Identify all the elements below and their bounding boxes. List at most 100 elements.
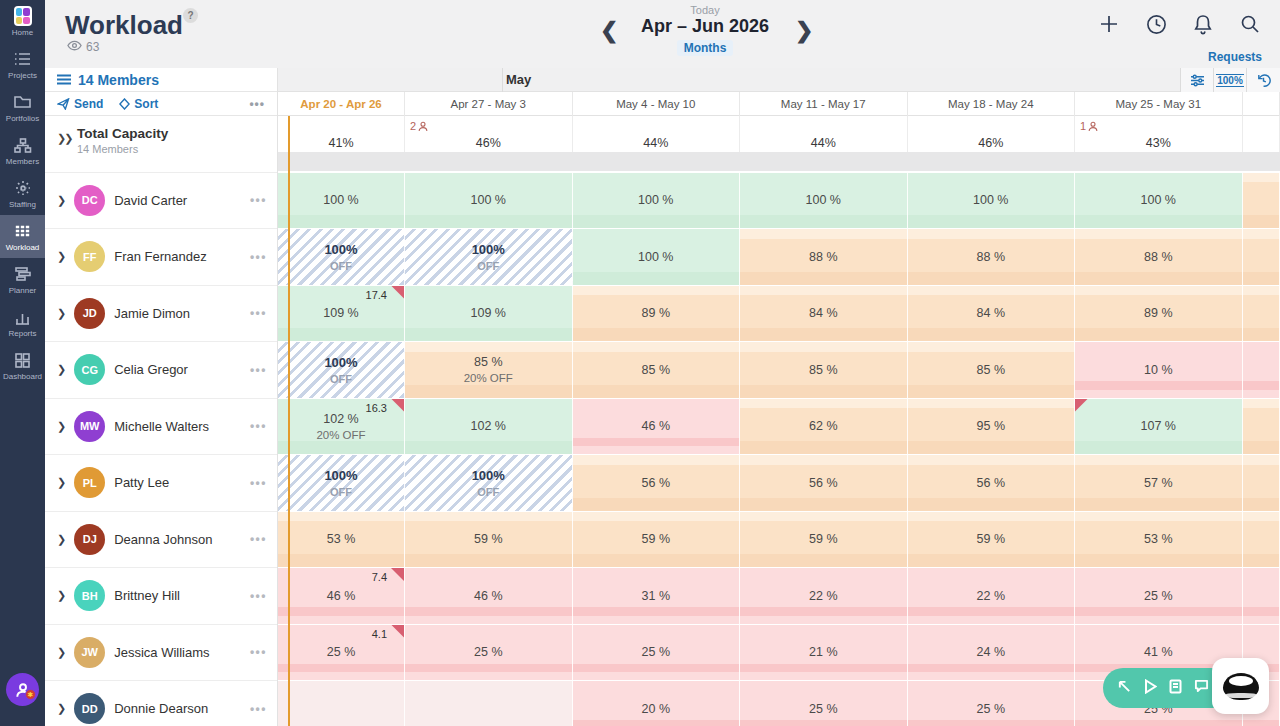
send-button[interactable]: Send	[57, 97, 103, 111]
allocation-cell[interactable]: 89 %	[573, 286, 741, 342]
chevron-right-icon[interactable]: ❯	[57, 533, 66, 546]
allocation-cell[interactable]: 25 %	[405, 625, 573, 681]
allocation-cell[interactable]: 31 %	[573, 568, 741, 624]
allocation-cell[interactable]: 85 %	[908, 342, 1076, 398]
avatar[interactable]: PL	[74, 467, 105, 498]
play-icon[interactable]	[1144, 679, 1157, 698]
member-name[interactable]: Donnie Dearson	[114, 701, 208, 716]
chevron-right-icon[interactable]: ❯	[57, 420, 66, 433]
avatar[interactable]: BH	[74, 580, 105, 611]
capacity-cell[interactable]: 44%	[573, 116, 741, 152]
allocation-cell[interactable]	[1243, 286, 1280, 342]
user-avatar-button[interactable]: ✱	[6, 673, 39, 706]
allocation-cell[interactable]: 109 %	[405, 286, 573, 342]
allocation-cell[interactable]: 88 %	[740, 229, 908, 285]
document-icon[interactable]	[1169, 679, 1182, 698]
next-period-button[interactable]: ❯	[795, 18, 813, 44]
allocation-cell[interactable]	[1243, 512, 1280, 568]
chevron-right-icon[interactable]: ❯	[57, 307, 66, 320]
week-header-cell[interactable]: May 4 - May 10	[573, 92, 741, 116]
member-more-menu[interactable]: •••	[250, 193, 267, 207]
allocation-cell[interactable]: 21 %	[740, 625, 908, 681]
sidebar-item-projects[interactable]: Projects	[0, 43, 45, 86]
allocation-cell[interactable]: 25 %	[573, 625, 741, 681]
history-undo-icon[interactable]	[1247, 68, 1280, 92]
allocation-cell[interactable]: 89 %	[1075, 286, 1243, 342]
avatar[interactable]: JW	[74, 637, 105, 668]
member-more-menu[interactable]: •••	[250, 702, 267, 716]
chevron-right-icon[interactable]: ❯	[57, 589, 66, 602]
avatar[interactable]: DC	[74, 185, 105, 216]
sidebar-item-portfolios[interactable]: Portfolios	[0, 86, 45, 129]
allocation-cell[interactable]: 100 %	[908, 173, 1076, 229]
capacity-cell[interactable]: 46%	[908, 116, 1076, 152]
allocation-cell[interactable]	[1243, 229, 1280, 285]
allocation-cell[interactable]: 59 %	[405, 512, 573, 568]
allocation-cell[interactable]: 56 %	[908, 455, 1076, 511]
clock-icon[interactable]	[1144, 12, 1168, 36]
allocation-cell[interactable]: 84 %	[908, 286, 1076, 342]
demo-brand-button[interactable]	[1212, 658, 1269, 714]
chevron-right-icon[interactable]: ❯	[57, 250, 66, 263]
week-header-cell[interactable]: May 25 - May 31	[1075, 92, 1243, 116]
allocation-cell[interactable]: 102 %20% OFF16.3	[278, 399, 405, 455]
avatar[interactable]: MW	[74, 411, 105, 442]
week-header-cell[interactable]	[1243, 92, 1280, 116]
capacity-cell[interactable]: 43%1	[1075, 116, 1243, 152]
allocation-cell[interactable]: 100%OFF	[405, 455, 573, 511]
search-icon[interactable]	[1238, 12, 1262, 36]
notifications-bell-icon[interactable]	[1191, 12, 1215, 36]
allocation-cell[interactable]: 109 %17.4	[278, 286, 405, 342]
allocation-cell[interactable]: 25 %	[1075, 568, 1243, 624]
overtime-badge[interactable]: 1	[1080, 120, 1098, 132]
help-icon[interactable]: ?	[183, 8, 198, 23]
allocation-cell[interactable]: 24 %	[908, 625, 1076, 681]
allocation-cell[interactable]: 46 %7.4	[278, 568, 405, 624]
week-header-cell[interactable]: Apr 20 - Apr 26	[278, 92, 405, 116]
allocation-cell[interactable]: 22 %	[740, 568, 908, 624]
allocation-cell[interactable]: 59 %	[740, 512, 908, 568]
member-more-menu[interactable]: •••	[250, 532, 267, 546]
member-more-menu[interactable]: •••	[250, 363, 267, 377]
chevron-right-icon[interactable]: ❯	[57, 363, 66, 376]
allocation-cell[interactable]: 59 %	[573, 512, 741, 568]
allocation-cell[interactable]: 10 %	[1075, 342, 1243, 398]
allocation-cell[interactable]: 20 %	[573, 681, 741, 726]
avatar[interactable]: CG	[74, 354, 105, 385]
allocation-cell[interactable]: 85 %	[573, 342, 741, 398]
allocation-cell[interactable]: 100 %	[278, 173, 405, 229]
capacity-cell[interactable]	[1243, 116, 1280, 152]
allocation-cell[interactable]: 46 %	[405, 568, 573, 624]
week-header-cell[interactable]: May 18 - May 24	[908, 92, 1076, 116]
avatar[interactable]: DJ	[74, 524, 105, 555]
allocation-cell[interactable]: 95 %	[908, 399, 1076, 455]
member-name[interactable]: Jamie Dimon	[114, 306, 190, 321]
member-more-menu[interactable]: •••	[250, 419, 267, 433]
allocation-cell[interactable]: 53 %	[1075, 512, 1243, 568]
allocation-cell[interactable]: 102 %	[405, 399, 573, 455]
allocation-cell[interactable]: 88 %	[908, 229, 1076, 285]
member-name[interactable]: Deanna Johnson	[114, 532, 212, 547]
expand-all-icon[interactable]: ❯❯	[57, 132, 71, 145]
member-name[interactable]: David Carter	[114, 193, 187, 208]
week-header-cell[interactable]: May 11 - May 17	[740, 92, 908, 116]
allocation-cell[interactable]: 56 %	[740, 455, 908, 511]
member-name[interactable]: Jessica Williams	[114, 645, 209, 660]
allocation-cell[interactable]: 100 %	[573, 173, 741, 229]
sidebar-item-reports[interactable]: Reports	[0, 301, 45, 344]
avatar[interactable]: FF	[74, 241, 105, 272]
allocation-cell[interactable]: 59 %	[908, 512, 1076, 568]
sidebar-item-dashboard[interactable]: Dashboard	[0, 344, 45, 387]
allocation-cell[interactable]: 100 %	[740, 173, 908, 229]
chevron-right-icon[interactable]: ❯	[57, 194, 66, 207]
avatar[interactable]: JD	[74, 298, 105, 329]
allocation-cell[interactable]	[1243, 342, 1280, 398]
allocation-cell[interactable]: 107 %	[1075, 399, 1243, 455]
menu-hamburger-icon[interactable]	[57, 71, 71, 89]
member-name[interactable]: Michelle Walters	[114, 419, 209, 434]
allocation-cell[interactable]: 100%OFF	[278, 342, 405, 398]
chevron-right-icon[interactable]: ❯	[57, 476, 66, 489]
sidebar-item-members[interactable]: Members	[0, 129, 45, 172]
allocation-cell[interactable]: 100 %	[405, 173, 573, 229]
allocation-cell[interactable]	[1243, 568, 1280, 624]
